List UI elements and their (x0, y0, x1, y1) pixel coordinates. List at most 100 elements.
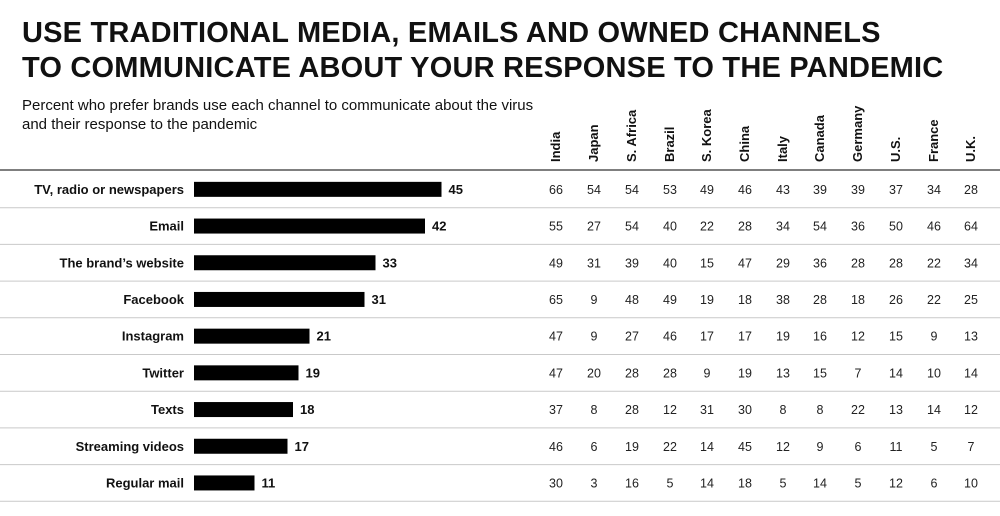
table-cell: 19 (776, 330, 790, 344)
table-cell: 43 (776, 183, 790, 197)
bar-value-label: 45 (449, 182, 463, 197)
table-cell: 50 (889, 220, 903, 234)
category-label: Regular mail (106, 475, 184, 490)
table-cell: 22 (663, 440, 677, 454)
table-cell: 14 (927, 403, 941, 417)
table-cell: 9 (817, 440, 824, 454)
table-cell: 5 (667, 476, 674, 490)
table-cell: 55 (549, 220, 563, 234)
table-cell: 9 (704, 366, 711, 380)
table-cell: 31 (587, 256, 601, 270)
table-cell: 22 (700, 220, 714, 234)
table-cell: 14 (700, 476, 714, 490)
table-cell: 28 (813, 293, 827, 307)
category-label: Streaming videos (76, 439, 184, 454)
table-cell: 14 (813, 476, 827, 490)
table-cell: 64 (964, 220, 978, 234)
table-cell: 36 (813, 256, 827, 270)
table-cell: 46 (663, 330, 677, 344)
table-cell: 5 (780, 476, 787, 490)
bar (194, 255, 376, 271)
table-cell: 10 (927, 366, 941, 380)
table-cell: 13 (964, 330, 978, 344)
table-cell: 38 (776, 293, 790, 307)
table-cell: 49 (663, 293, 677, 307)
table-cell: 39 (851, 183, 865, 197)
column-header-france: France (926, 119, 941, 162)
category-label: The brand’s website (60, 255, 185, 270)
table-cell: 46 (927, 220, 941, 234)
table-cell: 12 (964, 403, 978, 417)
table-cell: 25 (964, 293, 978, 307)
table-cell: 5 (931, 440, 938, 454)
table-cell: 15 (813, 366, 827, 380)
column-header-india: India (548, 131, 563, 162)
table-cell: 34 (927, 183, 941, 197)
column-header-u-k-: U.K. (963, 136, 978, 162)
table-cell: 12 (776, 440, 790, 454)
column-header-canada: Canada (812, 114, 827, 162)
table-cell: 8 (591, 403, 598, 417)
table-cell: 12 (663, 403, 677, 417)
column-header-s-africa: S. Africa (624, 109, 639, 162)
bar-value-label: 31 (372, 292, 386, 307)
column-header-u-s-: U.S. (888, 137, 903, 162)
table-cell: 30 (549, 476, 563, 490)
table-cell: 10 (964, 476, 978, 490)
column-header-italy: Italy (775, 135, 790, 162)
table-cell: 26 (889, 293, 903, 307)
table-cell: 29 (776, 256, 790, 270)
column-header-germany: Germany (850, 105, 865, 162)
table-cell: 9 (591, 293, 598, 307)
table-cell: 14 (700, 440, 714, 454)
category-label: Texts (151, 402, 184, 417)
table-cell: 8 (780, 403, 787, 417)
category-label: Instagram (122, 329, 184, 344)
bar (194, 402, 293, 418)
chart-title-line-1: USE TRADITIONAL MEDIA, EMAILS AND OWNED … (22, 17, 881, 49)
table-cell: 34 (964, 256, 978, 270)
table-cell: 28 (889, 256, 903, 270)
table-cell: 28 (625, 403, 639, 417)
bar (194, 181, 442, 197)
bar (194, 438, 288, 454)
table-cell: 54 (587, 183, 601, 197)
table-cell: 9 (591, 330, 598, 344)
bar-value-label: 33 (383, 255, 397, 270)
bar (194, 365, 299, 381)
bar (194, 218, 425, 234)
table-cell: 6 (855, 440, 862, 454)
table-cell: 7 (855, 366, 862, 380)
column-header-japan: Japan (586, 124, 601, 162)
table-cell: 20 (587, 366, 601, 380)
table-cell: 46 (549, 440, 563, 454)
table-cell: 40 (663, 220, 677, 234)
bar-value-label: 11 (262, 475, 276, 490)
table-cell: 66 (549, 183, 563, 197)
table-cell: 37 (889, 183, 903, 197)
table-cell: 14 (889, 366, 903, 380)
table-cell: 22 (851, 403, 865, 417)
column-header-brazil: Brazil (662, 127, 677, 162)
table-cell: 5 (855, 476, 862, 490)
table-cell: 40 (663, 256, 677, 270)
table-cell: 14 (964, 366, 978, 380)
table-cell: 15 (700, 256, 714, 270)
table-cell: 27 (587, 220, 601, 234)
table-cell: 13 (776, 366, 790, 380)
table-cell: 11 (890, 440, 903, 454)
table-cell: 13 (889, 403, 903, 417)
table-cell: 39 (813, 183, 827, 197)
table-cell: 47 (738, 256, 752, 270)
table-cell: 28 (851, 256, 865, 270)
table-cell: 30 (738, 403, 752, 417)
column-header-china: China (737, 125, 752, 162)
table-cell: 16 (625, 476, 639, 490)
table-cell: 19 (625, 440, 639, 454)
bar-value-label: 42 (432, 219, 446, 234)
table-cell: 18 (851, 293, 865, 307)
table-cell: 34 (776, 220, 790, 234)
bar-value-label: 19 (306, 365, 320, 380)
table-cell: 31 (700, 403, 714, 417)
